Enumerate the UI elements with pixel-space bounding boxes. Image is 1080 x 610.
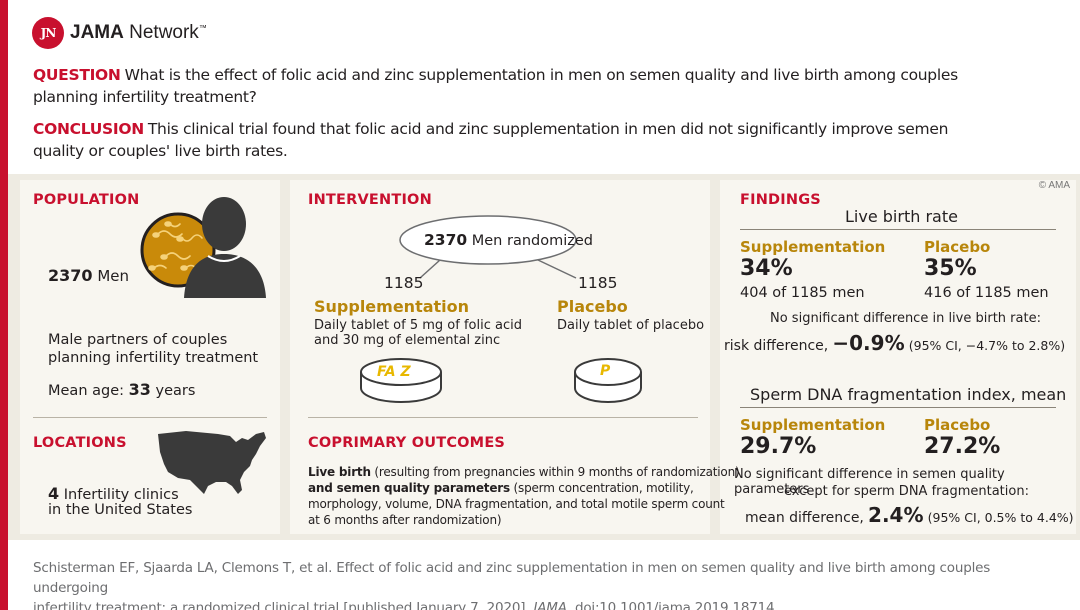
- lb-plac-detail: 416 of 1185 men: [924, 285, 1049, 301]
- arm1-desc-line2: and 30 mg of elemental zinc: [314, 333, 501, 348]
- sp-plac-value: 27.2%: [924, 434, 1001, 459]
- arm2-n: 1185: [578, 274, 618, 292]
- locations-title: LOCATIONS: [33, 435, 127, 451]
- sp-plac-label: Placebo: [924, 416, 991, 434]
- citation-line2: infertility treatment: a randomized clin…: [33, 598, 1053, 610]
- question-keyword: QUESTION: [33, 66, 121, 84]
- sperm-heading: Sperm DNA fragmentation index, mean: [750, 385, 1067, 404]
- conclusion-text: This clinical trial found that folic aci…: [33, 120, 949, 160]
- placebo-pill-icon: [574, 358, 642, 403]
- intervention-divider: [308, 417, 698, 418]
- sp-note-line1: No significant difference in semen quali…: [734, 467, 1005, 497]
- lb-plac-pct: 35%: [924, 256, 977, 281]
- arm1-desc-line1: Daily tablet of 5 mg of folic acid: [314, 318, 522, 333]
- jn-logo-icon: JN: [32, 17, 64, 49]
- outcomes-line1: Live birth (resulting from pregnancies w…: [308, 465, 740, 479]
- citation-journal[interactable]: JAMA: [533, 600, 567, 610]
- locations-line2: in the United States: [48, 502, 193, 518]
- arm2-name: Placebo: [557, 297, 628, 316]
- outcomes-line2: and semen quality parameters (sperm conc…: [308, 481, 694, 495]
- lb-supp-label: Supplementation: [740, 238, 886, 256]
- randomization-diagram: [399, 215, 577, 279]
- brand-name: JAMA Network™: [70, 22, 207, 43]
- placebo-pill-label: P: [600, 363, 611, 379]
- lb-risk-difference: risk difference, −0.9% (95% CI, −4.7% to…: [724, 331, 1066, 355]
- locations-line1: 4 Infertility clinics: [48, 484, 179, 503]
- sperm-rule: [740, 407, 1056, 408]
- citation: Schisterman EF, Sjaarda LA, Clemons T, e…: [33, 558, 1053, 610]
- intervention-title: INTERVENTION: [308, 192, 432, 208]
- jama-network-logo[interactable]: JN JAMA Network™: [32, 16, 207, 50]
- population-desc-line2: planning infertility treatment: [48, 350, 259, 366]
- supplement-pill-label: FA Z: [377, 364, 411, 380]
- us-map-icon: [158, 431, 266, 494]
- population-desc-line1: Male partners of couples: [48, 332, 228, 348]
- live-birth-rule: [740, 229, 1056, 230]
- outcomes-title: COPRIMARY OUTCOMES: [308, 435, 506, 451]
- live-birth-heading: Live birth rate: [845, 207, 958, 226]
- population-count: 2370 Men: [48, 266, 129, 285]
- lb-supp-pct: 34%: [740, 256, 793, 281]
- findings-title: FINDINGS: [740, 192, 821, 208]
- findings-panel: [720, 180, 1076, 534]
- arm1-name: Supplementation: [314, 297, 470, 316]
- outcomes-line3: morphology, volume, DNA fragmentation, a…: [308, 497, 725, 511]
- sp-supp-label: Supplementation: [740, 416, 886, 434]
- arm1-n: 1185: [384, 274, 424, 292]
- question-block: QUESTION What is the effect of folic acid…: [33, 64, 993, 108]
- citation-line1: Schisterman EF, Sjaarda LA, Clemons T, e…: [33, 560, 991, 596]
- randomized-label: 2370 Men randomized: [424, 231, 593, 249]
- lb-supp-detail: 404 of 1185 men: [740, 285, 865, 301]
- question-text: What is the effect of folic acid and zin…: [33, 66, 958, 106]
- population-title: POPULATION: [33, 192, 140, 208]
- lb-plac-label: Placebo: [924, 238, 991, 256]
- sp-mean-difference: mean difference, 2.4% (95% CI, 0.5% to 4…: [745, 503, 1074, 527]
- sp-note-line2: except for sperm DNA fragmentation:: [784, 484, 1029, 499]
- copyright-notice: © AMA: [1038, 180, 1070, 191]
- person-with-sperm-icon: [140, 197, 266, 298]
- outcomes-line4: at 6 months after randomization): [308, 513, 502, 527]
- lb-note: No significant difference in live birth …: [770, 311, 1041, 326]
- conclusion-block: CONCLUSION This clinical trial found that…: [33, 118, 993, 162]
- conclusion-keyword: CONCLUSION: [33, 120, 144, 138]
- sp-supp-value: 29.7%: [740, 434, 817, 459]
- arm2-desc-line1: Daily tablet of placebo: [557, 318, 705, 333]
- population-divider: [33, 417, 267, 418]
- supplement-pill-icon: [360, 358, 442, 403]
- mean-age: Mean age: 33 years: [48, 380, 196, 399]
